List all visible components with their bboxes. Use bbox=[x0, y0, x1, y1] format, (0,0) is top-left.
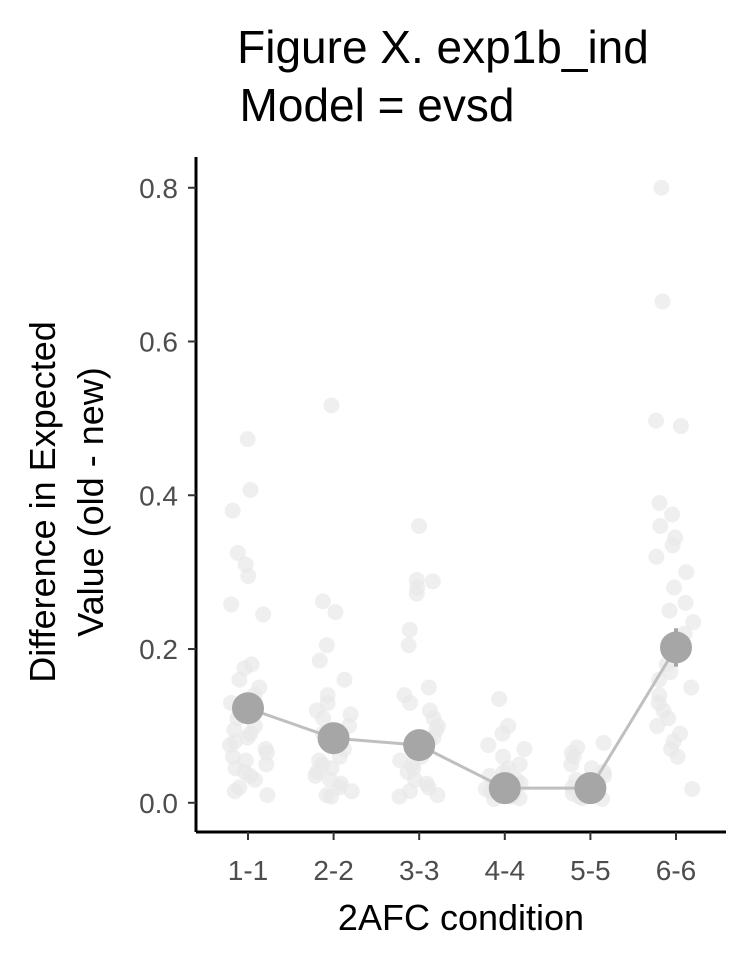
individual-point bbox=[666, 579, 683, 596]
individual-point bbox=[246, 771, 263, 788]
y-axis-title-line-2: Value (old - new) bbox=[70, 367, 111, 636]
y-tick-label: 0.6 bbox=[139, 327, 178, 358]
individual-point bbox=[315, 710, 332, 727]
y-tick-label: 0.4 bbox=[139, 480, 178, 511]
individual-point bbox=[229, 544, 246, 561]
individual-point bbox=[226, 783, 243, 800]
individual-point bbox=[258, 744, 275, 761]
individual-point bbox=[258, 756, 275, 773]
individual-point bbox=[323, 788, 340, 805]
individual-point bbox=[424, 573, 441, 590]
individual-point bbox=[420, 679, 437, 696]
individual-point bbox=[400, 637, 417, 654]
mean-point bbox=[660, 631, 692, 664]
individual-point bbox=[652, 518, 669, 535]
individual-point bbox=[662, 664, 679, 681]
individual-point bbox=[402, 694, 419, 711]
y-tick-label: 0.2 bbox=[139, 634, 178, 665]
individual-point bbox=[648, 412, 665, 429]
individual-point bbox=[684, 780, 701, 797]
individual-point bbox=[255, 606, 272, 623]
individual-point bbox=[672, 418, 689, 435]
individual-point bbox=[563, 756, 580, 773]
x-axis-ticks: 1-1 2-2 3-3 4-4 5-5 6-6 bbox=[228, 832, 696, 886]
individual-point bbox=[323, 397, 340, 414]
individual-point bbox=[661, 602, 678, 619]
mean-point bbox=[574, 772, 607, 805]
individual-point bbox=[653, 179, 670, 196]
individual-point bbox=[242, 481, 259, 498]
individual-points bbox=[222, 179, 702, 807]
individual-point bbox=[677, 594, 694, 611]
individual-point bbox=[224, 502, 241, 519]
x-tick-label: 6-6 bbox=[656, 855, 696, 886]
y-tick-label: 0.0 bbox=[139, 788, 178, 819]
individual-point bbox=[401, 621, 418, 638]
individual-point bbox=[480, 737, 497, 754]
individual-point bbox=[685, 614, 702, 631]
chart-title-line-2: Model = evsd bbox=[240, 79, 515, 131]
individual-point bbox=[429, 787, 446, 804]
individual-point bbox=[239, 431, 256, 448]
individual-point bbox=[226, 721, 243, 738]
individual-point bbox=[595, 734, 612, 751]
y-tick-label: 0.8 bbox=[139, 173, 178, 204]
individual-point bbox=[327, 604, 344, 621]
individual-point bbox=[343, 783, 360, 800]
individual-point bbox=[311, 652, 328, 669]
individual-point bbox=[336, 671, 353, 688]
individual-point bbox=[648, 548, 665, 565]
mean-point bbox=[488, 772, 521, 805]
mean-point bbox=[232, 692, 264, 725]
individual-point bbox=[664, 506, 681, 523]
x-tick-label: 4-4 bbox=[485, 855, 525, 886]
y-axis-title-line-1: Difference in Expected bbox=[22, 321, 63, 683]
individual-point bbox=[649, 717, 666, 734]
x-tick-label: 1-1 bbox=[228, 855, 268, 886]
individual-point bbox=[664, 537, 681, 554]
individual-point bbox=[651, 494, 668, 511]
individual-point bbox=[411, 518, 428, 535]
chart-title-line-1: Figure X. exp1b_ind bbox=[237, 21, 649, 73]
individual-point bbox=[494, 725, 511, 742]
mean-markers bbox=[232, 628, 692, 805]
individual-point bbox=[318, 637, 335, 654]
individual-point bbox=[259, 787, 276, 804]
individual-point bbox=[654, 293, 671, 310]
individual-point bbox=[391, 788, 408, 805]
individual-point bbox=[223, 596, 240, 613]
individual-point bbox=[240, 567, 257, 584]
mean-point bbox=[403, 729, 436, 762]
x-tick-label: 5-5 bbox=[570, 855, 610, 886]
individual-point bbox=[678, 564, 695, 581]
individual-point bbox=[683, 679, 700, 696]
individual-point bbox=[669, 748, 686, 765]
individual-point bbox=[408, 585, 425, 602]
individual-point bbox=[231, 671, 248, 688]
x-tick-label: 2-2 bbox=[313, 855, 353, 886]
x-tick-label: 3-3 bbox=[399, 855, 439, 886]
individual-point bbox=[239, 729, 256, 746]
individual-point bbox=[516, 740, 533, 757]
y-axis-ticks: 0.0 0.2 0.4 0.6 0.8 bbox=[139, 173, 196, 819]
individual-point bbox=[314, 593, 331, 610]
mean-point bbox=[317, 722, 350, 755]
x-axis-title: 2AFC condition bbox=[338, 897, 584, 938]
individual-point bbox=[491, 690, 508, 707]
individual-point bbox=[307, 767, 324, 784]
